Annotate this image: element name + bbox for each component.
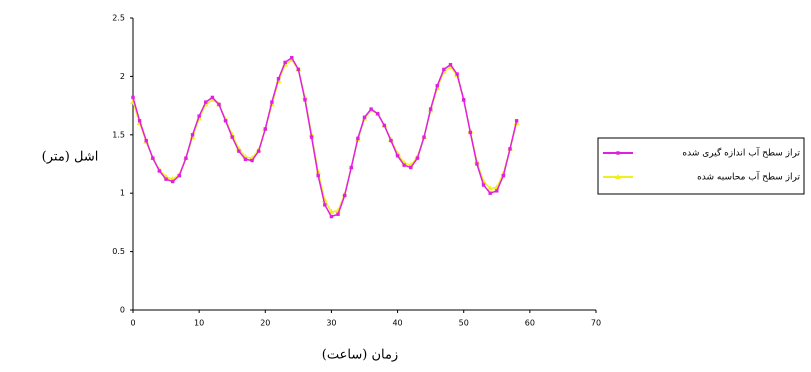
point — [514, 119, 519, 123]
point — [309, 135, 314, 139]
point — [329, 214, 334, 219]
point — [356, 136, 360, 141]
point — [184, 156, 188, 160]
point — [481, 183, 486, 187]
point — [270, 100, 274, 104]
point — [237, 149, 241, 153]
y-tick-label: 0 — [120, 306, 125, 315]
point — [197, 114, 201, 118]
point — [151, 156, 155, 160]
y-tick-label: 1.5 — [112, 130, 125, 139]
point — [204, 100, 208, 104]
point — [455, 72, 459, 76]
point — [263, 127, 267, 131]
point — [382, 123, 387, 128]
point — [137, 119, 142, 123]
legend-marker — [616, 151, 620, 155]
point — [488, 191, 492, 195]
y-tick-label: 1 — [120, 189, 125, 198]
point — [296, 67, 301, 72]
point — [428, 107, 433, 111]
x-axis-label: زمان (ساعت) — [322, 348, 398, 363]
point — [250, 158, 254, 163]
point — [435, 84, 439, 88]
legend-label: تراز سطح آب اندازه گیری شده — [682, 147, 800, 159]
x-tick-label: 30 — [326, 319, 336, 328]
legend-box — [597, 137, 805, 195]
point — [395, 154, 400, 158]
y-tick-label: 2 — [120, 72, 125, 81]
point — [468, 130, 473, 135]
x-tick-label: 50 — [459, 319, 469, 328]
point — [283, 60, 287, 65]
x-tick-label: 60 — [525, 319, 535, 328]
point — [323, 203, 327, 207]
point — [223, 119, 228, 123]
point — [342, 193, 347, 198]
point — [495, 189, 499, 193]
point — [170, 179, 175, 184]
point — [177, 173, 181, 178]
point — [336, 212, 340, 216]
point — [243, 157, 248, 162]
y-tick-label: 0.5 — [112, 247, 125, 256]
point — [487, 185, 494, 191]
y-tick-label: 2.5 — [112, 14, 125, 23]
point — [157, 169, 162, 173]
x-tick-label: 10 — [194, 319, 204, 328]
point — [442, 67, 446, 72]
point — [131, 95, 135, 100]
legend-label: تراز سطح آب محاسبه شده — [697, 171, 800, 183]
point — [209, 96, 216, 102]
legend-marker — [615, 174, 621, 179]
point — [448, 63, 453, 67]
point — [409, 165, 413, 170]
point — [144, 138, 148, 143]
point — [389, 138, 393, 143]
series-line — [132, 56, 518, 218]
point — [256, 149, 261, 153]
point — [303, 98, 307, 102]
x-tick-label: 20 — [260, 319, 270, 328]
point — [217, 102, 221, 107]
x-tick-label: 0 — [130, 319, 135, 328]
point — [190, 133, 195, 137]
point — [415, 156, 420, 160]
point — [316, 173, 320, 178]
point — [501, 173, 506, 178]
point — [210, 95, 215, 100]
point — [422, 135, 426, 139]
y-axis-label: اشل (متر) — [42, 150, 99, 165]
point — [290, 56, 294, 60]
point — [362, 115, 367, 119]
point — [164, 177, 168, 181]
point — [230, 135, 234, 139]
point — [508, 147, 512, 151]
point — [349, 165, 353, 170]
x-tick-label: 70 — [591, 319, 601, 328]
point — [462, 98, 466, 102]
x-tick-label: 40 — [392, 319, 402, 328]
point — [402, 163, 406, 167]
point — [369, 107, 373, 111]
point — [475, 162, 479, 166]
point — [376, 112, 380, 116]
point — [276, 77, 281, 81]
